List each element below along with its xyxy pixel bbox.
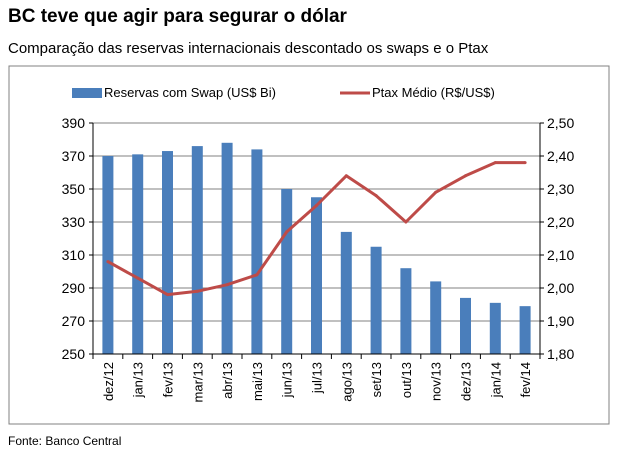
x-tick-label: mar/13 [190,362,205,402]
y-left-tick-label: 270 [62,313,86,329]
axes [89,122,544,359]
y-right-tick-label: 1,80 [547,346,574,362]
chart: Reservas com Swap (US$ Bi) Ptax Médio (R… [8,65,610,425]
y-right-tick-label: 2,00 [547,280,574,296]
bar [370,246,382,354]
bar [311,197,322,354]
legend-line-label: Ptax Médio (R$/US$) [372,85,495,100]
legend-bar-swatch [72,88,102,98]
ptax-point [225,283,229,287]
x-tick-label: abr/13 [220,362,235,399]
y-right-tick-label: 2,10 [547,247,574,263]
legend: Reservas com Swap (US$ Bi) Ptax Médio (R… [72,85,495,100]
ptax-point [195,289,199,293]
bar [340,231,352,354]
bar [489,302,501,354]
y-right-tick-label: 1,90 [547,313,574,329]
chart-title: BC teve que agir para segurar o dólar [8,6,347,27]
ptax-point [315,204,318,207]
bar [102,156,114,354]
chart-subtitle: Comparação das reservas internacionais d… [8,40,489,57]
ptax-point [493,161,497,165]
x-tick-label: jun/13 [280,362,295,398]
y-left-tick-label: 390 [62,115,86,131]
x-tick-label: fev/14 [518,362,533,397]
y-left-tick-label: 310 [62,247,86,263]
bar [221,142,233,354]
bar [281,189,293,354]
bar [460,297,471,354]
y-left-tick-label: 370 [62,148,86,164]
legend-bar-label: Reservas com Swap (US$ Bi) [104,85,276,100]
bar [251,149,263,354]
x-tick-label: jul/13 [310,362,325,394]
ptax-point [404,220,408,224]
y-right-tick-label: 2,20 [547,214,574,230]
bar [132,154,144,354]
x-tick-label: set/13 [369,362,384,397]
y-right-tick-label: 2,30 [547,181,574,197]
x-tick-label: jan/14 [488,362,503,398]
y-axis-right-labels: 1,80 1,90 2,00 2,10 2,20 2,30 2,40 2,50 [547,115,574,362]
y-right-tick-label: 2,40 [547,148,574,164]
line-series [106,161,527,297]
bar [162,151,173,354]
y-left-tick-label: 350 [62,181,86,197]
ptax-point [136,276,140,280]
y-left-tick-label: 330 [62,214,86,230]
x-tick-label: dez/12 [101,362,116,401]
ptax-point [106,260,110,264]
bar [519,306,531,354]
ptax-point [344,174,348,178]
source-note: Fonte: Banco Central [8,434,122,448]
ptax-point [285,230,289,234]
ptax-point [434,190,438,194]
x-tick-label: dez/13 [459,362,474,401]
ptax-point [464,174,467,178]
x-tick-label: mai/13 [250,362,265,401]
x-axis-labels: dez/12 jan/13 fev/13 mar/13 abr/13 mai/13 jun/… [101,362,533,402]
x-tick-label: nov/13 [429,362,444,401]
ptax-point [166,293,169,297]
x-tick-label: jan/13 [131,362,146,398]
y-left-tick-label: 290 [62,280,86,296]
x-tick-label: out/13 [399,362,414,398]
bar-series [102,142,531,354]
bar [430,281,442,354]
bar [191,146,203,354]
y-axis-left-labels: 250 270 290 310 330 350 370 390 [62,115,86,362]
y-left-tick-label: 250 [62,346,86,362]
ptax-point [374,194,378,198]
ptax-point [523,161,527,165]
x-tick-label: ago/13 [339,362,354,402]
bar [400,268,412,354]
y-right-tick-label: 2,50 [547,115,574,131]
x-tick-label: fev/13 [161,362,176,397]
ptax-point [255,273,259,277]
